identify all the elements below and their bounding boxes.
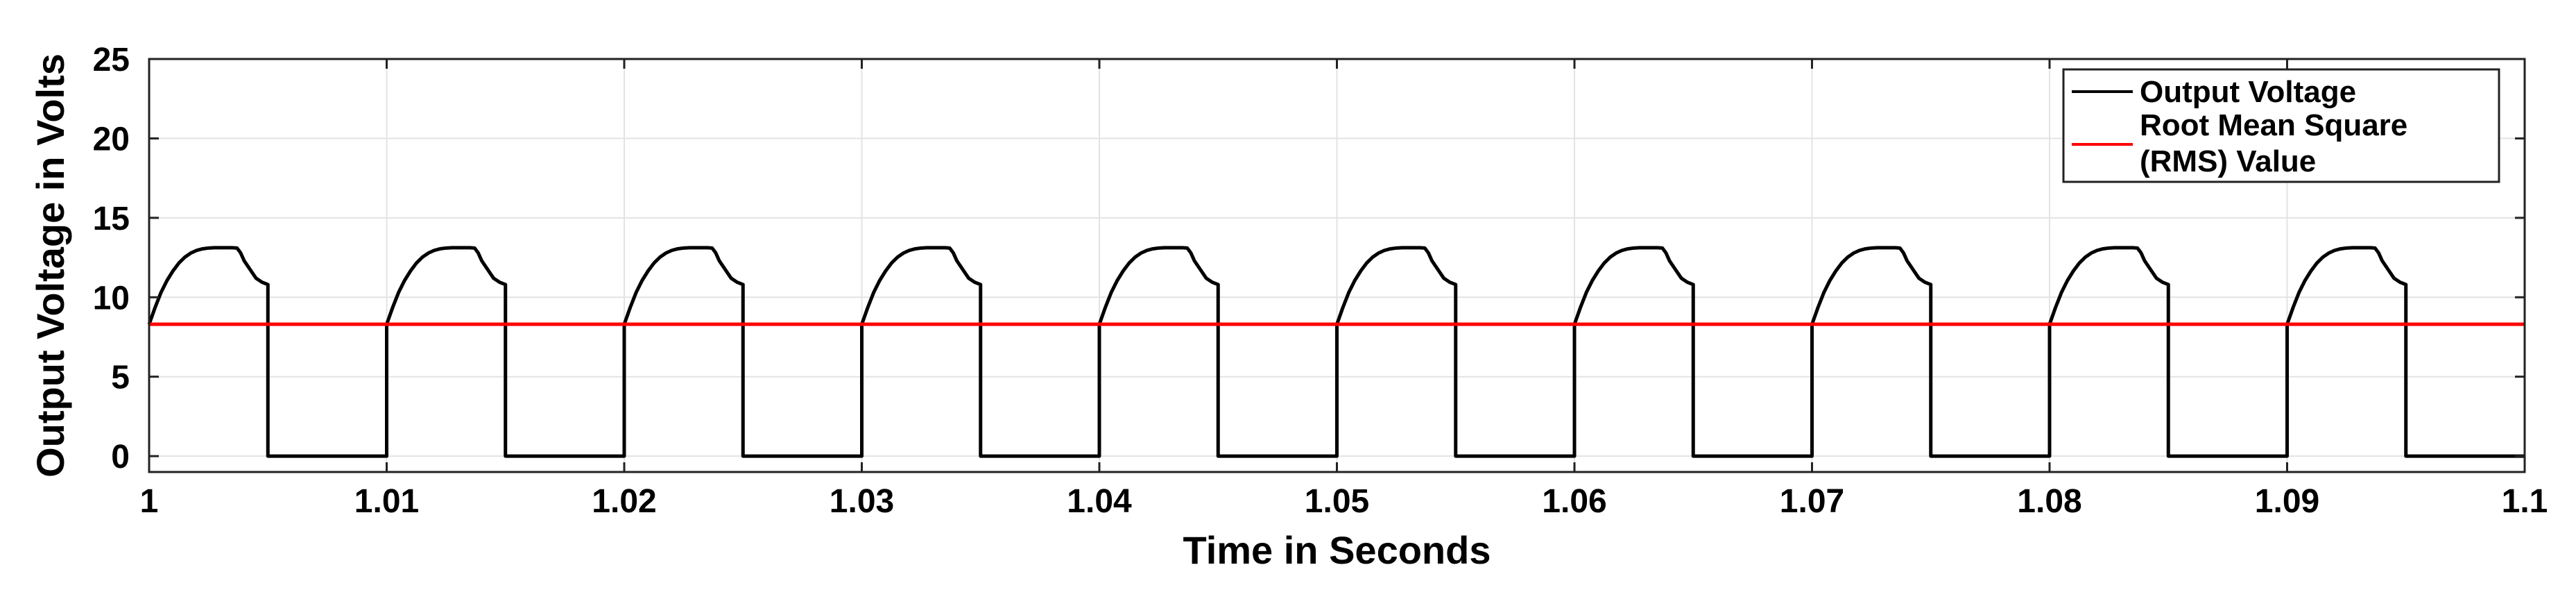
x-tick-label: 1.01 bbox=[354, 483, 419, 520]
y-axis-title: Output Voltage in Volts bbox=[28, 53, 72, 478]
y-tick-labels: 0 5 10 15 20 25 bbox=[93, 42, 130, 475]
legend-label-output-voltage: Output Voltage bbox=[2140, 75, 2356, 109]
x-tick-label: 1.02 bbox=[592, 483, 656, 520]
y-tick-label: 25 bbox=[93, 42, 130, 78]
x-axis-title: Time in Seconds bbox=[1183, 528, 1491, 572]
y-tick-label: 15 bbox=[93, 201, 130, 237]
series-group bbox=[147, 246, 2525, 458]
x-tick-label: 1.08 bbox=[2017, 483, 2081, 520]
x-tick-label: 1.06 bbox=[1542, 483, 1606, 520]
x-tick-labels: 1 1.01 1.02 1.03 1.04 1.05 1.06 1.07 1.08 1.09 1.1 bbox=[140, 483, 2548, 520]
x-tick-label: 1 bbox=[140, 483, 159, 520]
y-tick-label: 5 bbox=[111, 360, 130, 396]
x-tick-label: 1.1 bbox=[2502, 483, 2548, 520]
legend-label-rms-value: Root Mean Square (RMS) Value bbox=[2140, 108, 2407, 178]
y-tick-label: 20 bbox=[93, 121, 130, 158]
x-tick-label: 1.04 bbox=[1067, 483, 1132, 520]
axis-ticks bbox=[148, 58, 2526, 472]
x-tick-label: 1.03 bbox=[830, 483, 894, 520]
x-tick-label: 1.07 bbox=[1780, 483, 1844, 520]
series-line-output-voltage bbox=[147, 246, 2525, 458]
y-tick-label: 0 bbox=[111, 439, 130, 475]
x-tick-label: 1.05 bbox=[1305, 483, 1369, 520]
y-tick-label: 10 bbox=[93, 280, 130, 317]
legend-box bbox=[2062, 68, 2500, 183]
legend-label-line: (RMS) Value bbox=[2140, 144, 2316, 178]
legend: Output Voltage Root Mean Square (RMS) Val… bbox=[2062, 68, 2500, 183]
x-tick-label: 1.09 bbox=[2255, 483, 2319, 520]
legend-label-line: Root Mean Square bbox=[2140, 108, 2407, 142]
